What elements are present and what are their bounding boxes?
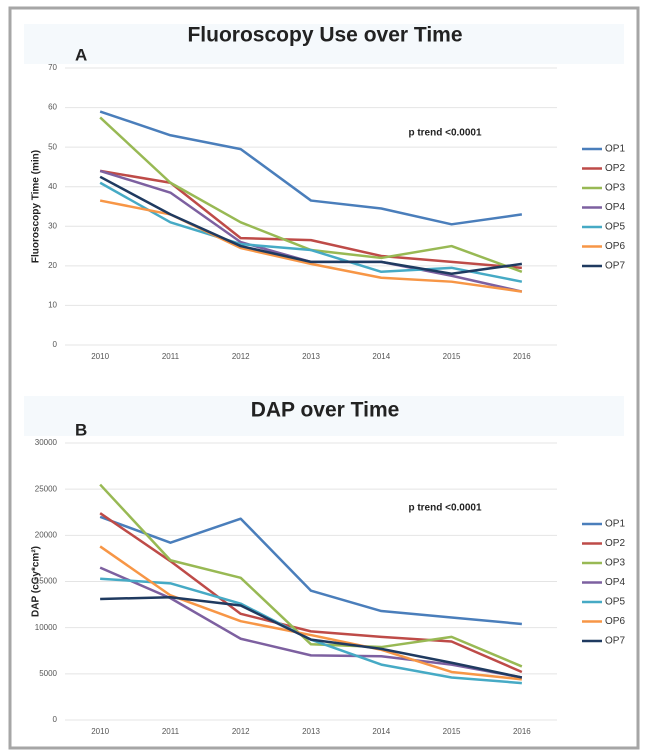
legend-label: OP7 bbox=[605, 636, 625, 647]
y-tick-label: 5000 bbox=[39, 669, 57, 678]
legend-label: OP6 bbox=[605, 616, 625, 627]
annotation: p trend <0.0001 bbox=[408, 128, 482, 139]
y-tick-label: 30 bbox=[48, 221, 57, 230]
y-tick-label: 0 bbox=[53, 715, 58, 724]
x-tick-label: 2016 bbox=[513, 727, 531, 736]
chart-title: DAP over Time bbox=[251, 399, 400, 422]
title-band bbox=[24, 396, 624, 436]
y-tick-label: 30000 bbox=[35, 438, 58, 447]
legend-label: OP1 bbox=[605, 144, 625, 155]
x-tick-label: 2011 bbox=[162, 352, 180, 361]
y-tick-label: 25000 bbox=[35, 484, 58, 493]
x-tick-label: 2015 bbox=[443, 727, 461, 736]
x-tick-label: 2012 bbox=[232, 727, 250, 736]
y-tick-label: 50 bbox=[48, 142, 57, 151]
y-axis-label: Fluoroscopy Time (min) bbox=[31, 150, 42, 263]
x-tick-label: 2016 bbox=[513, 352, 531, 361]
legend-label: OP2 bbox=[605, 538, 625, 549]
series-line bbox=[99, 110, 523, 226]
x-tick-label: 2010 bbox=[91, 352, 109, 361]
panel-label: A bbox=[75, 45, 87, 64]
legend-label: OP5 bbox=[605, 222, 625, 233]
y-tick-label: 0 bbox=[53, 340, 58, 349]
y-tick-label: 70 bbox=[48, 63, 57, 72]
legend-label: OP6 bbox=[605, 241, 625, 252]
legend-label: OP2 bbox=[605, 163, 625, 174]
y-tick-label: 20 bbox=[48, 261, 57, 270]
panel-label: B bbox=[75, 420, 87, 439]
y-tick-label: 10 bbox=[48, 301, 57, 310]
x-tick-label: 2010 bbox=[91, 727, 109, 736]
legend-label: OP7 bbox=[605, 261, 625, 272]
series-line bbox=[99, 483, 523, 668]
x-tick-label: 2015 bbox=[443, 352, 461, 361]
x-tick-label: 2013 bbox=[302, 727, 320, 736]
legend-label: OP4 bbox=[605, 202, 625, 213]
legend-label: OP5 bbox=[605, 597, 625, 608]
x-tick-label: 2014 bbox=[372, 727, 390, 736]
x-tick-label: 2011 bbox=[162, 727, 180, 736]
legend-label: OP3 bbox=[605, 558, 625, 569]
y-tick-label: 15000 bbox=[35, 577, 58, 586]
series-line bbox=[99, 175, 523, 276]
series-line bbox=[100, 595, 523, 679]
legend-label: OP4 bbox=[605, 577, 625, 588]
y-axis-label: DAP (cGy*cm²) bbox=[31, 546, 42, 617]
chart-title: Fluoroscopy Use over Time bbox=[187, 24, 462, 47]
x-tick-label: 2013 bbox=[302, 352, 320, 361]
x-tick-label: 2014 bbox=[372, 352, 390, 361]
series-line bbox=[99, 545, 522, 681]
series-line bbox=[99, 181, 523, 283]
y-tick-label: 20000 bbox=[35, 530, 58, 539]
y-tick-label: 60 bbox=[48, 103, 57, 112]
legend-label: OP3 bbox=[605, 183, 625, 194]
y-tick-label: 40 bbox=[48, 182, 57, 191]
y-tick-label: 10000 bbox=[35, 623, 58, 632]
annotation: p trend <0.0001 bbox=[408, 503, 482, 514]
legend-label: OP1 bbox=[605, 519, 625, 530]
x-tick-label: 2012 bbox=[232, 352, 250, 361]
series-line bbox=[99, 515, 522, 626]
title-band bbox=[24, 24, 624, 64]
